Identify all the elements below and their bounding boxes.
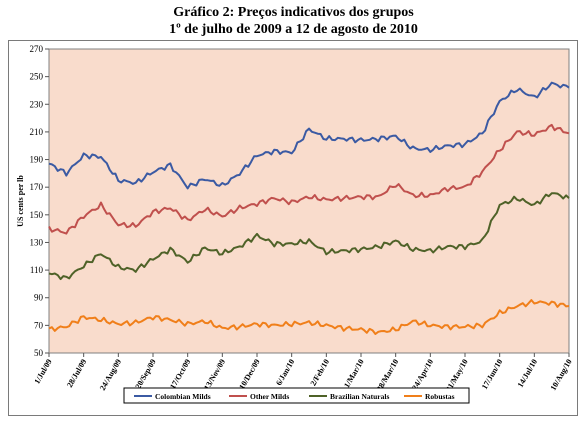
y-tick-label: 210 bbox=[30, 127, 44, 137]
legend-label: Other Milds bbox=[250, 392, 289, 401]
x-tick-label: 17/Jun/10 bbox=[480, 358, 504, 391]
legend-label: Brazilian Naturals bbox=[330, 392, 389, 401]
chart-frame: 50 70 90 110 130 150 170 190 210 230 250 270 US cent… bbox=[8, 40, 578, 416]
line-chart: 50 70 90 110 130 150 170 190 210 230 250 270 US cent… bbox=[16, 44, 574, 404]
chart-title: Gráfico 2: Preços indicativos dos grupos… bbox=[0, 4, 587, 38]
x-tick-label: 14/Jul/10 bbox=[516, 358, 539, 389]
y-axis-label: US cents per lb bbox=[16, 175, 25, 227]
y-tick-label: 250 bbox=[30, 72, 44, 82]
y-tick-label: 170 bbox=[30, 182, 44, 192]
x-tick-label: 10/Aug/10 bbox=[549, 358, 574, 393]
legend-box bbox=[123, 387, 470, 404]
legend-label: Colombian Milds bbox=[155, 392, 211, 401]
x-tick-label: 24/Apr/10 bbox=[410, 358, 435, 392]
legend-label: Robustas bbox=[425, 392, 455, 401]
x-tick-label: 20/Sep/09 bbox=[133, 358, 157, 391]
plot-area bbox=[48, 48, 570, 354]
x-tick-label: 1/Jul/09 bbox=[32, 358, 53, 386]
y-tick-label: 110 bbox=[30, 265, 44, 275]
series-line-brazilian-naturals bbox=[48, 192, 570, 281]
y-tick-label: 190 bbox=[30, 155, 44, 165]
chart-title-line1: Gráfico 2: Preços indicativos dos grupos bbox=[173, 5, 414, 20]
x-tick-label: 6/Jan/10 bbox=[274, 358, 296, 388]
y-tick-label: 130 bbox=[30, 237, 44, 247]
chart-title-line2: 1º de julho de 2009 a 12 de agosto de 20… bbox=[169, 22, 418, 37]
y-tick-label: 230 bbox=[30, 99, 44, 109]
y-tick-label: 70 bbox=[34, 320, 44, 330]
x-tick-label: 13/Nov/09 bbox=[202, 358, 227, 392]
x-tick-label: 24/Aug/09 bbox=[98, 358, 123, 393]
series-line-robustas bbox=[48, 299, 570, 335]
y-tick-label: 50 bbox=[34, 348, 44, 358]
x-tick-label: 17/Oct/09 bbox=[168, 358, 192, 391]
x-tick-label: 28/Jul/09 bbox=[65, 358, 88, 389]
x-tick-label: 10/Dec/09 bbox=[237, 358, 261, 391]
y-tick-label: 90 bbox=[34, 293, 44, 303]
y-tick-label: 150 bbox=[30, 210, 44, 220]
x-tick-label: 1/Mar/10 bbox=[342, 358, 366, 390]
x-tick-label: 2/Feb/10 bbox=[309, 358, 331, 388]
series-line-colombian-milds bbox=[48, 81, 570, 190]
y-tick-label: 270 bbox=[30, 44, 44, 54]
series-line-other-milds bbox=[48, 123, 570, 235]
x-tick-label: 28/Mar/10 bbox=[375, 358, 401, 393]
